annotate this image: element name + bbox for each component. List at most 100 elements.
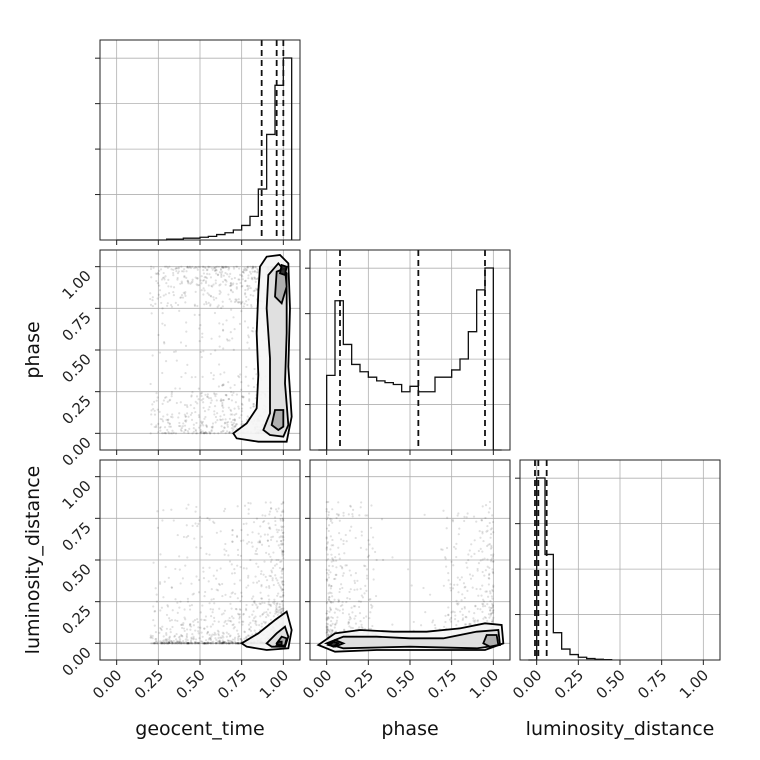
scatter-point bbox=[479, 608, 482, 611]
scatter-point bbox=[205, 424, 208, 428]
scatter-point bbox=[182, 642, 185, 645]
scatter-point bbox=[479, 547, 482, 551]
scatter-point bbox=[275, 558, 278, 562]
scatter-point bbox=[246, 266, 249, 269]
scatter-point bbox=[372, 568, 375, 571]
scatter-point bbox=[165, 304, 169, 307]
scatter-point bbox=[185, 270, 188, 273]
scatter-point bbox=[269, 603, 272, 606]
scatter-point bbox=[488, 507, 491, 510]
scatter-point bbox=[199, 428, 202, 432]
scatter-point bbox=[282, 557, 285, 560]
scatter-point bbox=[247, 576, 250, 579]
scatter-point bbox=[234, 642, 237, 645]
scatter-point bbox=[370, 606, 373, 609]
scatter-point bbox=[442, 584, 445, 587]
scatter-point bbox=[185, 412, 189, 415]
scatter-point bbox=[243, 320, 247, 323]
scatter-point bbox=[281, 567, 285, 571]
scatter-point bbox=[194, 410, 197, 414]
scatter-point bbox=[243, 279, 247, 283]
scatter-point bbox=[232, 427, 235, 431]
scatter-point bbox=[181, 425, 184, 428]
scatter-point bbox=[334, 556, 337, 559]
scatter-point bbox=[166, 418, 169, 422]
scatter-point bbox=[168, 399, 171, 402]
x-tick-label: 0.00 bbox=[509, 666, 545, 702]
scatter-point bbox=[174, 432, 178, 435]
scatter-point bbox=[325, 626, 328, 629]
scatter-point bbox=[205, 642, 208, 645]
scatter-point bbox=[165, 627, 169, 630]
scatter-point bbox=[211, 608, 215, 611]
scatter-point bbox=[248, 270, 252, 273]
scatter-point bbox=[180, 265, 183, 268]
scatter-point bbox=[158, 631, 161, 634]
scatter-point bbox=[231, 418, 235, 422]
scatter-point bbox=[364, 584, 367, 587]
scatter-point bbox=[239, 554, 243, 557]
scatter-point bbox=[254, 266, 257, 269]
scatter-point bbox=[155, 593, 158, 596]
scatter-point bbox=[209, 642, 212, 645]
scatter-point bbox=[226, 423, 229, 426]
scatter-point bbox=[151, 403, 154, 406]
scatter-point bbox=[234, 607, 237, 611]
scatter-point bbox=[186, 639, 189, 642]
scatter-point bbox=[220, 613, 224, 616]
scatter-point bbox=[191, 593, 194, 596]
scatter-point bbox=[180, 642, 183, 645]
scatter-point bbox=[230, 642, 233, 645]
scatter-point bbox=[224, 642, 227, 645]
scatter-point bbox=[282, 608, 285, 612]
scatter-point bbox=[164, 275, 167, 278]
scatter-point bbox=[200, 394, 203, 398]
scatter-point bbox=[278, 546, 282, 549]
scatter-point bbox=[216, 640, 220, 643]
scatter-point bbox=[178, 424, 181, 428]
scatter-point bbox=[167, 641, 171, 644]
scatter-point bbox=[488, 606, 491, 609]
scatter-point bbox=[222, 641, 226, 644]
scatter-point bbox=[235, 642, 238, 645]
scatter-point bbox=[159, 627, 163, 631]
scatter-point bbox=[187, 266, 190, 270]
scatter-point bbox=[163, 278, 166, 281]
scatter-point bbox=[240, 285, 243, 288]
scatter-point bbox=[477, 549, 480, 553]
scatter-point bbox=[173, 635, 176, 638]
scatter-point bbox=[161, 307, 164, 310]
scatter-point bbox=[213, 602, 216, 605]
scatter-point bbox=[447, 579, 450, 582]
scatter-point bbox=[193, 313, 196, 316]
scatter-point bbox=[357, 600, 361, 603]
scatter-point bbox=[174, 642, 177, 645]
scatter-point bbox=[254, 615, 257, 618]
scatter-point bbox=[248, 347, 251, 350]
scatter-point bbox=[213, 410, 216, 413]
scatter-point bbox=[184, 372, 187, 375]
scatter-point bbox=[178, 640, 181, 644]
scatter-point bbox=[214, 421, 217, 424]
scatter-point bbox=[168, 641, 171, 645]
scatter-point bbox=[233, 383, 236, 387]
scatter-point bbox=[340, 583, 343, 586]
scatter-point bbox=[165, 638, 168, 641]
scatter-point bbox=[194, 638, 198, 641]
scatter-point bbox=[180, 270, 184, 273]
scatter-point bbox=[167, 642, 170, 645]
scatter-point bbox=[252, 405, 256, 408]
scatter-point bbox=[228, 275, 231, 278]
scatter-point bbox=[266, 539, 269, 542]
scatter-point bbox=[353, 588, 356, 591]
scatter-point bbox=[204, 393, 207, 396]
scatter-point bbox=[220, 642, 224, 645]
scatter-point bbox=[182, 291, 185, 294]
scatter-point bbox=[187, 642, 190, 645]
scatter-point bbox=[281, 531, 284, 535]
scatter-point bbox=[229, 413, 232, 416]
scatter-point bbox=[221, 270, 224, 273]
scatter-point bbox=[249, 626, 252, 629]
scatter-point bbox=[237, 278, 240, 281]
scatter-point bbox=[280, 540, 283, 543]
